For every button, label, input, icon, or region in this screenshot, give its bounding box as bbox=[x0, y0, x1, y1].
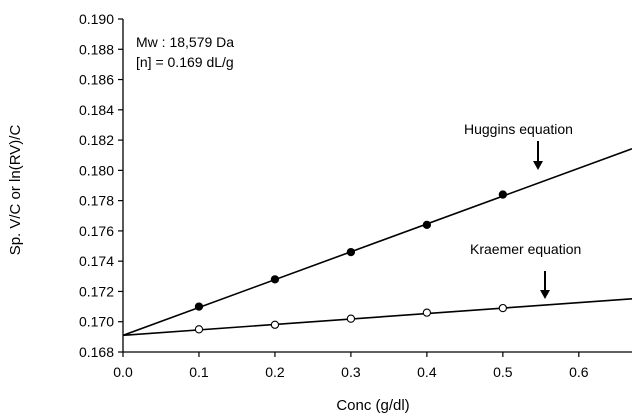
y-tick-label: 0.178 bbox=[79, 193, 114, 209]
annotation-intrinsic-viscosity: [n] = 0.169 dL/g bbox=[136, 54, 234, 70]
y-axis-title: Sp. V/C or ln(RV)/C bbox=[7, 125, 24, 256]
annotation-mw: Mw : 18,579 Da bbox=[136, 34, 234, 50]
kraemer-arrow-head bbox=[540, 290, 550, 299]
kraemer-point bbox=[422, 308, 432, 317]
y-tick-label: 0.168 bbox=[79, 344, 114, 360]
legend-kraemer-label: Kraemer equation bbox=[470, 241, 581, 257]
ticks: 0.168 0.170 0.172 0.174 0.176 0.178 0.180 0.182… bbox=[79, 11, 589, 380]
y-tick-label: 0.188 bbox=[79, 41, 114, 57]
x-tick-label: 0.4 bbox=[417, 364, 437, 380]
fit-lines bbox=[122, 147, 632, 337]
x-axis-title: Conc (g/dl) bbox=[336, 397, 409, 414]
x-tick-label: 0.1 bbox=[189, 364, 209, 380]
kraemer-point bbox=[498, 303, 508, 313]
x-tick-label: 0.5 bbox=[493, 364, 513, 380]
x-tick-label: 0.6 bbox=[569, 364, 589, 380]
y-tick-label: 0.182 bbox=[79, 132, 114, 148]
huggins-arrow-head bbox=[533, 161, 543, 170]
huggins-point bbox=[346, 247, 356, 257]
labels bbox=[533, 141, 550, 299]
huggins-point bbox=[194, 302, 204, 311]
y-tick-label: 0.172 bbox=[79, 283, 114, 299]
huggins-point bbox=[422, 220, 432, 230]
x-tick-label: 0.3 bbox=[341, 364, 361, 380]
points bbox=[194, 190, 508, 334]
kraemer-point bbox=[346, 314, 356, 323]
y-tick-label: 0.170 bbox=[79, 314, 114, 330]
y-tick-label: 0.186 bbox=[79, 72, 114, 88]
huggins-point bbox=[498, 190, 508, 199]
y-tick-label: 0.190 bbox=[79, 11, 114, 27]
kraemer-point bbox=[194, 325, 204, 334]
axes bbox=[122, 19, 632, 353]
y-tick-label: 0.174 bbox=[79, 253, 114, 269]
y-tick-label: 0.180 bbox=[79, 162, 114, 178]
x-tick-label: 0.0 bbox=[113, 364, 133, 380]
huggins-fit-line bbox=[122, 147, 632, 337]
y-tick-label: 0.176 bbox=[79, 223, 114, 239]
huggins-point bbox=[270, 275, 280, 284]
x-tick-label: 0.2 bbox=[265, 364, 285, 380]
kraemer-point bbox=[270, 320, 280, 329]
kraemer-fit-line bbox=[122, 298, 632, 337]
y-tick-label: 0.184 bbox=[79, 102, 114, 118]
legend-huggins-label: Huggins equation bbox=[464, 121, 573, 137]
